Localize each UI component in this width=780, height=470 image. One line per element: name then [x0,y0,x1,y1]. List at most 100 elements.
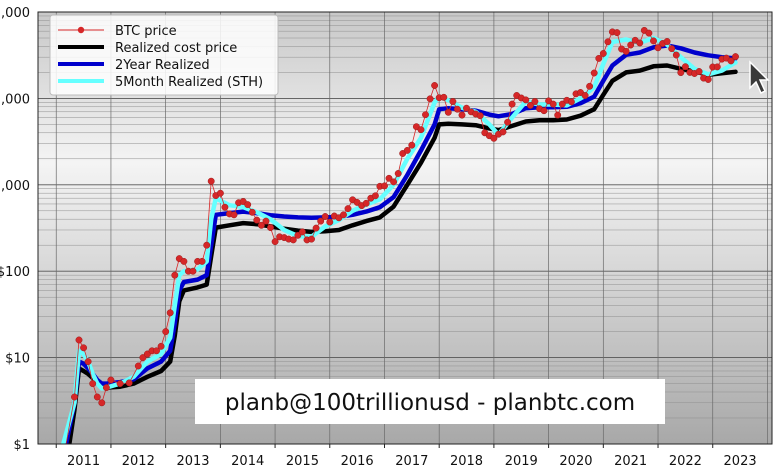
btc-price-point [431,82,439,89]
btc-price-point [207,177,215,185]
btc-price-point [540,107,548,115]
btc-price-point [663,38,671,45]
btc-price-point [668,45,676,53]
btc-price-point [198,257,206,265]
x-tick-label: 2011 [67,454,100,469]
x-tick-label: 2018 [450,454,483,469]
btc-price-point [695,68,703,75]
btc-price-point [171,271,179,279]
btc-price-point [71,393,78,401]
btc-price-point [257,221,265,229]
btc-price-point [426,95,434,103]
y-tick-label: $100 [0,265,30,280]
btc-price-point [622,47,630,55]
x-tick-label: 2021 [614,454,647,469]
btc-price-point [599,50,607,57]
y-tick-label: $10 [5,352,30,367]
x-tick-label: 2022 [669,454,702,469]
btc-price-point [449,98,457,105]
btc-price-point [403,146,411,154]
btc-price-point [526,101,534,109]
btc-price-point [394,170,402,177]
btc-price-point [590,69,598,77]
btc-price-point [153,347,160,355]
btc-price-point [116,380,124,388]
btc-price-point [463,104,470,112]
btc-price-point [107,376,115,384]
legend-label-2year: 2Year Realized [115,58,210,73]
btc-price-point [80,344,88,352]
btc-price-point [586,82,594,90]
btc-price-point [727,57,735,65]
btc-price-point [84,358,92,366]
legend-label-btc: BTC price [115,24,177,39]
x-tick-label: 2013 [176,454,209,469]
series-5month-realized-line [60,35,738,444]
btc-price-point [102,384,110,392]
btc-price-point [385,174,393,182]
btc-price-point [444,108,452,116]
btc-price-point [595,54,603,62]
x-tick-label: 2014 [231,454,264,469]
btc-price-point [417,126,425,134]
btc-price-point [98,399,106,407]
btc-price-point [704,76,712,83]
y-tick-label: ,000 [1,179,30,194]
btc-price-point [125,379,133,387]
x-tick-label: 2012 [122,454,155,469]
btc-price-point [650,37,657,45]
btc-price-point [672,51,680,59]
btc-price-point [317,217,325,225]
btc-price-point [321,213,329,220]
btc-price-point [490,134,498,142]
btc-price-point [732,53,739,61]
watermark: planb@100trillionusd - planbtc.com [195,379,665,424]
btc-price-point [244,201,252,209]
x-tick-label: 2015 [286,454,319,469]
btc-price-point [344,205,352,213]
btc-price-point [522,96,530,104]
x-axis: 2011 2012 2013 2014 2015 2016 2017 2018 2019 2020… [55,444,757,469]
btc-price-point [289,236,297,244]
btc-price-point [93,393,101,401]
btc-price-point [567,98,575,106]
btc-price-point [62,445,68,451]
btc-price-point [476,112,484,120]
x-tick-label: 2020 [559,454,592,469]
x-tick-label: 2023 [724,454,757,469]
legend-marker-btc [77,26,85,34]
btc-price-point [453,105,461,113]
btc-price-point [230,211,238,219]
y-tick-label: ,000 [1,6,30,21]
btc-price-point [162,328,170,336]
btc-price-point [371,192,379,200]
btc-price-point [271,238,279,246]
btc-price-point [613,29,621,37]
btc-price-point [581,92,589,99]
btc-price-point [166,309,174,317]
x-tick-label: 2019 [505,454,538,469]
btc-price-point [508,100,516,108]
btc-price-point [340,211,347,219]
series-realized-cost-line [67,63,738,444]
btc-price-point [75,336,83,344]
btc-price-point [499,128,507,136]
btc-price-point [458,111,466,119]
btc-price-point [604,38,612,46]
btc-price-point [221,203,229,211]
y-axis: $1 $10 $100 ,000 ,000 ,000 [0,6,30,453]
btc-price-point [253,216,261,224]
btc-price-point [308,235,315,243]
btc-price-point [180,257,188,265]
btc-price-point [189,267,197,275]
btc-price-point [157,342,165,350]
btc-price-point [267,224,274,232]
watermark-text: planb@100trillionusd - planbtc.com [225,390,635,416]
btc-price-point [677,69,685,77]
btc-price-point [381,182,388,190]
plot-frame [37,11,773,445]
series-layer [60,26,739,451]
btc-price-point [440,93,448,101]
